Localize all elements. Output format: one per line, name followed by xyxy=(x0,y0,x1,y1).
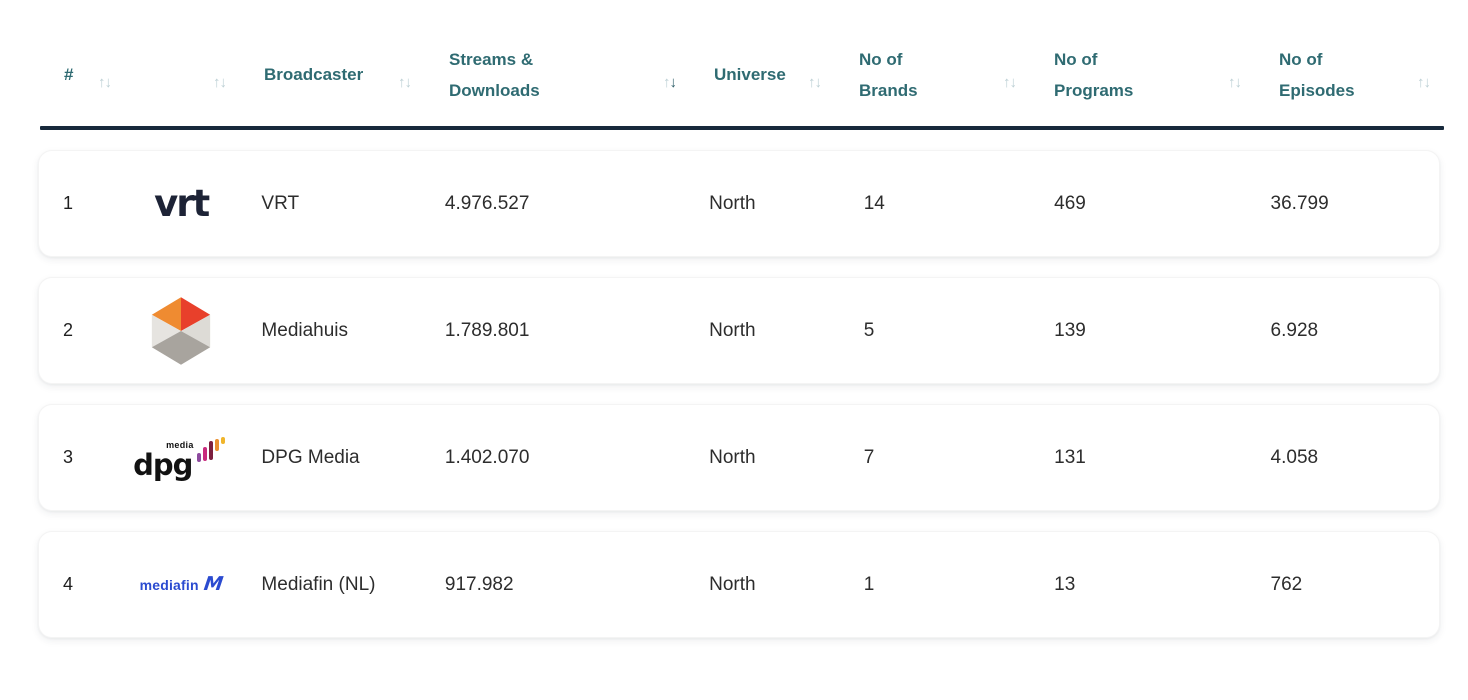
broadcaster-logo xyxy=(124,296,239,366)
streams-downloads-value: 4.976.527 xyxy=(444,192,530,214)
brands-value: 7 xyxy=(863,446,875,468)
column-header-no-of-programs[interactable]: No of Programs ↑ ↓ xyxy=(1030,44,1255,107)
column-header-rank[interactable]: # ↑ ↓ xyxy=(40,59,125,90)
broadcaster-logo: vrt xyxy=(124,185,239,222)
column-header-logo[interactable]: ↑ ↓ xyxy=(125,61,240,90)
rank-cell: 4 xyxy=(63,574,74,594)
programs-value: 13 xyxy=(1054,573,1076,595)
dpg-logo-media-text: media xyxy=(166,439,194,450)
column-header-no-of-brands[interactable]: No of Brands ↑ ↓ xyxy=(835,44,1030,107)
dpg-media-logo: media dpg xyxy=(129,434,233,482)
rank-cell: 1 xyxy=(63,193,74,213)
programs-value: 469 xyxy=(1054,192,1086,214)
rank-cell: 2 xyxy=(63,320,74,340)
brands-value: 1 xyxy=(863,573,875,595)
episodes-value: 4.058 xyxy=(1270,446,1319,468)
table-row: 1 vrt VRT 4.976.527 North 14 469 36.799 xyxy=(38,150,1440,257)
mediafin-logo-text: mediafin xyxy=(139,576,199,593)
universe-value: North xyxy=(709,192,756,214)
table-row: 2 Mediahuis 1.789.801 North 5 139 6.928 xyxy=(38,277,1440,384)
sort-icon-rank[interactable]: ↑ ↓ xyxy=(98,73,112,91)
dpg-equalizer-bars-icon xyxy=(197,436,226,468)
table-header-row: # ↑ ↓ ↑ ↓ Broadcaster ↑ ↓ Streams & Downloa… xyxy=(40,36,1444,114)
sort-icon-episodes[interactable]: ↑ ↓ xyxy=(1417,73,1431,91)
broadcaster-name: Mediahuis xyxy=(261,319,349,341)
sort-icon-logo[interactable]: ↑ ↓ xyxy=(213,73,227,91)
column-header-no-of-episodes[interactable]: No of Episodes ↑ ↓ xyxy=(1255,44,1444,107)
broadcaster-name: VRT xyxy=(261,192,300,214)
column-header-streams-label: Streams & Downloads xyxy=(449,49,540,100)
streams-downloads-value: 917.982 xyxy=(444,573,514,595)
broadcaster-ranking-table: # ↑ ↓ ↑ ↓ Broadcaster ↑ ↓ Streams & Downloa… xyxy=(0,36,1468,638)
column-header-streams-downloads[interactable]: Streams & Downloads ↑ ↓ xyxy=(425,44,690,107)
sort-icon-streams-active-desc[interactable]: ↑ ↓ xyxy=(663,73,677,91)
programs-value: 139 xyxy=(1054,319,1086,341)
broadcaster-logo: mediafin M xyxy=(124,573,239,595)
brands-value: 14 xyxy=(863,192,885,214)
universe-value: North xyxy=(709,446,756,468)
column-header-broadcaster-label: Broadcaster xyxy=(264,65,364,85)
sort-icon-brands[interactable]: ↑ ↓ xyxy=(1003,73,1017,91)
table-row: 4 mediafin M Mediafin (NL) 917.982 North… xyxy=(38,531,1440,638)
dpg-logo-text: dpg xyxy=(133,447,193,482)
broadcaster-logo: media dpg xyxy=(124,434,239,482)
episodes-value: 6.928 xyxy=(1270,319,1319,341)
column-header-rank-label: # xyxy=(64,65,74,85)
episodes-value: 762 xyxy=(1270,573,1303,595)
universe-value: North xyxy=(709,319,756,341)
episodes-value: 36.799 xyxy=(1270,192,1329,214)
vrt-logo: vrt xyxy=(154,182,210,225)
programs-value: 131 xyxy=(1054,446,1086,468)
column-header-brands-label: No of Brands xyxy=(859,49,918,100)
rank-cell: 3 xyxy=(63,447,74,467)
column-header-episodes-label: No of Episodes xyxy=(1279,49,1355,100)
broadcaster-name: DPG Media xyxy=(261,446,360,468)
universe-value: North xyxy=(709,573,756,595)
brands-value: 5 xyxy=(863,319,875,341)
header-divider xyxy=(40,126,1444,130)
streams-downloads-value: 1.402.070 xyxy=(444,446,530,468)
table-row: 3 media dpg DPG Media 1.402.070 North 7 … xyxy=(38,404,1440,511)
mediahuis-logo xyxy=(148,296,214,366)
mediafin-logo: mediafin M xyxy=(139,573,225,595)
broadcaster-name: Mediafin (NL) xyxy=(261,573,376,595)
column-header-broadcaster[interactable]: Broadcaster ↑ ↓ xyxy=(240,59,425,90)
sort-icon-broadcaster[interactable]: ↑ ↓ xyxy=(398,73,412,91)
column-header-universe-label: Universe xyxy=(714,65,786,85)
column-header-universe[interactable]: Universe ↑ ↓ xyxy=(690,59,835,90)
mediafin-m-mark-icon: M xyxy=(202,573,225,595)
sort-icon-programs[interactable]: ↑ ↓ xyxy=(1228,73,1242,91)
sort-icon-universe[interactable]: ↑ ↓ xyxy=(808,73,822,91)
streams-downloads-value: 1.789.801 xyxy=(444,319,530,341)
column-header-programs-label: No of Programs xyxy=(1054,49,1134,100)
